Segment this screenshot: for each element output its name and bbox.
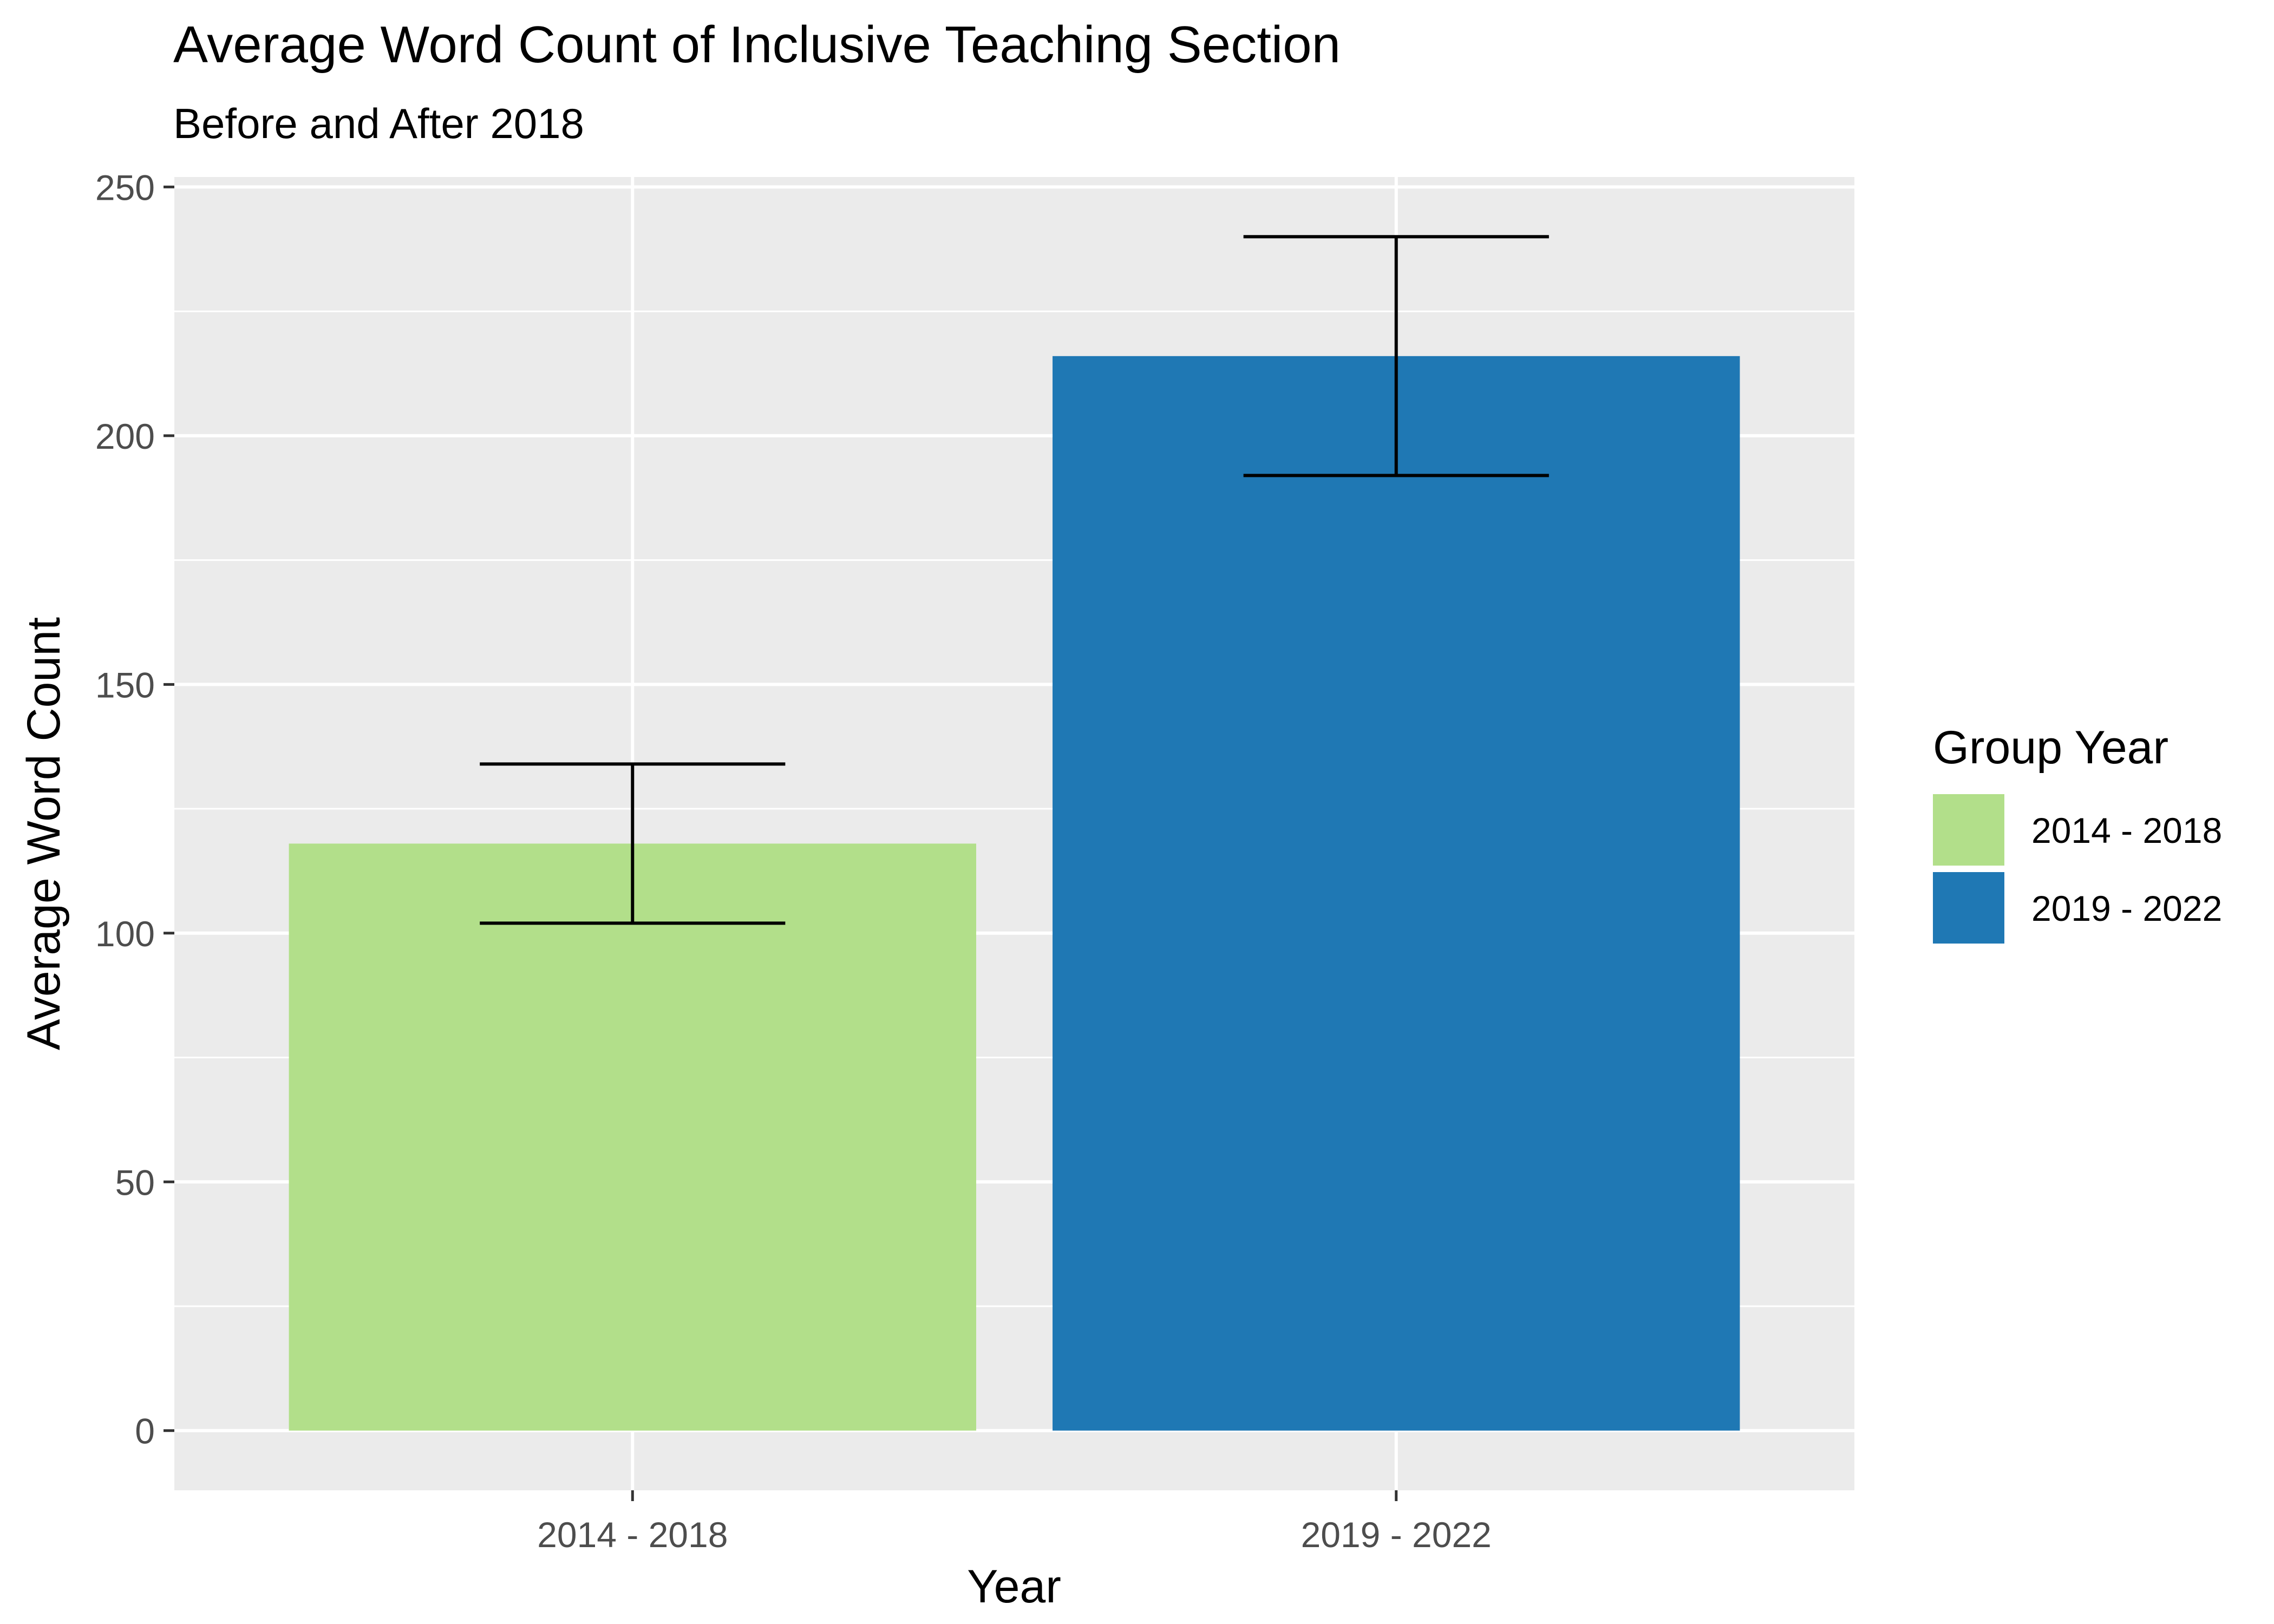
chart-subtitle: Before and After 2018 — [173, 100, 584, 147]
y-tick-label: 200 — [95, 416, 155, 456]
legend-title: Group Year — [1933, 722, 2168, 774]
y-tick-label: 250 — [95, 167, 155, 207]
x-axis: 2014 - 2018 2019 - 2022 — [537, 1490, 1492, 1555]
y-tick-label: 100 — [95, 914, 155, 954]
y-axis-title: Average Word Count — [18, 617, 70, 1050]
y-tick-label: 0 — [135, 1411, 155, 1451]
x-tick-label: 2019 - 2022 — [1301, 1515, 1492, 1555]
legend-label: 2019 - 2022 — [2031, 888, 2222, 928]
y-tick-label: 150 — [95, 665, 155, 705]
x-tick-label: 2014 - 2018 — [537, 1515, 728, 1555]
chart-title: Average Word Count of Inclusive Teaching… — [173, 16, 1341, 74]
bar — [1053, 356, 1740, 1431]
error-bars — [480, 235, 1549, 925]
bar — [289, 843, 976, 1431]
legend: Group Year 2014 - 2018 2019 - 2022 — [1933, 722, 2222, 944]
legend-label: 2014 - 2018 — [2031, 810, 2222, 850]
legend-key — [1933, 872, 2004, 944]
legend-key — [1933, 794, 2004, 866]
bars — [289, 356, 1740, 1431]
y-tick-label: 50 — [115, 1162, 155, 1202]
x-axis-title: Year — [967, 1561, 1061, 1613]
y-axis: 0 50 100 150 200 250 — [95, 167, 174, 1451]
